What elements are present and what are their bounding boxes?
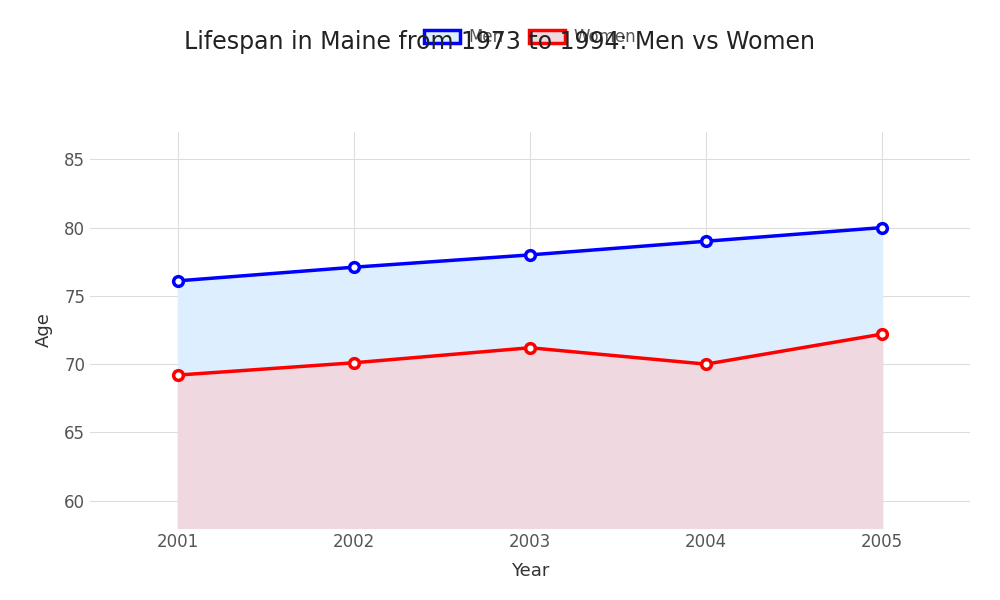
Legend: Men, Women: Men, Women xyxy=(417,22,643,53)
Y-axis label: Age: Age xyxy=(35,313,53,347)
X-axis label: Year: Year xyxy=(511,562,549,580)
Text: Lifespan in Maine from 1973 to 1994: Men vs Women: Lifespan in Maine from 1973 to 1994: Men… xyxy=(184,30,816,54)
